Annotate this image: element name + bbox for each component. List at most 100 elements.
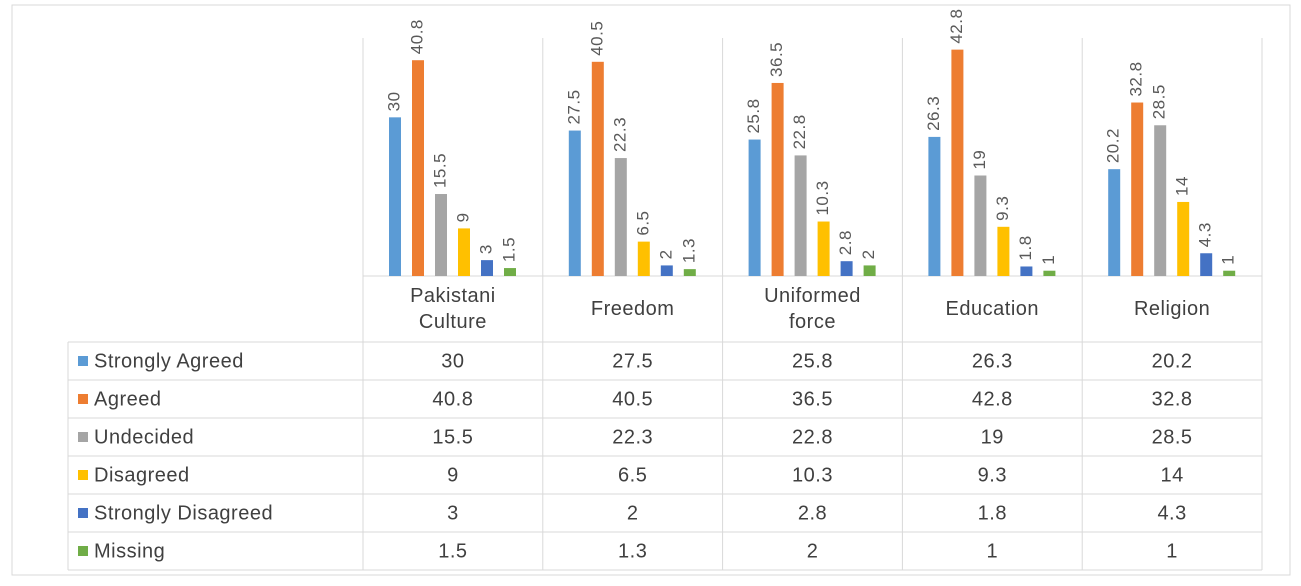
table-cell: 32.8: [1152, 388, 1193, 410]
data-label: 19: [970, 150, 989, 170]
data-label: 1.5: [499, 237, 518, 262]
table-cell: 22.8: [792, 426, 833, 448]
bar: [568, 130, 581, 276]
category-cell: Religion: [1133, 298, 1211, 320]
table-cell: 28.5: [1152, 426, 1193, 448]
bar: [683, 269, 696, 276]
bar: [1020, 266, 1033, 276]
data-label: 3: [476, 244, 495, 254]
bar: [412, 60, 424, 276]
data-label: 22.8: [790, 114, 809, 149]
bar: [863, 265, 876, 276]
legend-label: Strongly Agreed: [94, 350, 244, 372]
table-cell: 1.8: [978, 502, 1007, 524]
bar: [1108, 169, 1121, 276]
legend-swatch: [78, 432, 88, 442]
bar: [748, 139, 761, 276]
data-label: 27.5: [564, 89, 583, 124]
table-cell: 2: [627, 502, 639, 524]
bar: [794, 155, 807, 276]
data-label: 1: [1219, 255, 1238, 265]
table-cell: 40.5: [612, 388, 653, 410]
table-cell: 14: [1160, 464, 1183, 486]
bar: [481, 260, 493, 276]
data-label: 6.5: [633, 210, 652, 235]
data-label: 9: [453, 212, 472, 222]
bar: [591, 61, 604, 276]
table-cell: 6.5: [618, 464, 647, 486]
x-tick-label: Pakistani Culture: [410, 285, 496, 333]
table-cell: 9: [447, 464, 459, 486]
data-label: 32.8: [1127, 61, 1146, 96]
legend-swatch: [78, 356, 88, 366]
data-label: 22.3: [610, 117, 629, 152]
table-cell: 3: [447, 502, 459, 524]
bar: [771, 82, 784, 276]
data-label: 2: [859, 249, 878, 259]
bar: [1131, 102, 1144, 276]
table-cell: 1.5: [438, 540, 467, 562]
table-cell: 26.3: [972, 350, 1013, 372]
table-cell: 40.8: [432, 388, 473, 410]
category-cell: Education: [945, 298, 1040, 320]
bar: [1154, 125, 1167, 277]
data-label: 36.5: [767, 42, 786, 77]
table-cell: 19: [981, 426, 1004, 448]
bar: [389, 117, 401, 276]
bar: [974, 175, 987, 276]
legend-label: Strongly Disagreed: [94, 502, 273, 524]
data-label: 14: [1173, 176, 1192, 196]
chart-border: [11, 4, 1291, 576]
data-label: 1: [1039, 255, 1058, 265]
data-label: 26.3: [924, 96, 943, 131]
x-tick-label: Uniformed force: [764, 285, 861, 333]
data-label: 1.8: [1016, 235, 1035, 260]
bar: [997, 226, 1010, 276]
bar: [660, 265, 673, 276]
data-label: 40.5: [587, 21, 606, 56]
data-label: 4.3: [1196, 222, 1215, 247]
x-tick-label: Freedom: [590, 298, 675, 320]
bar: [817, 221, 830, 276]
bar: [1177, 201, 1190, 276]
legend-swatch: [78, 394, 88, 404]
table-cell: 30: [441, 350, 464, 372]
bar: [637, 241, 650, 276]
table-cell: 4.3: [1157, 502, 1186, 524]
bar: [1223, 270, 1236, 276]
bar: [504, 268, 516, 276]
data-label: 30: [384, 91, 403, 111]
x-tick-label: Education: [945, 298, 1040, 320]
bar: [1200, 253, 1213, 276]
table-cell: 2.8: [798, 502, 827, 524]
table-cell: 2: [807, 540, 819, 562]
table-cell: 42.8: [972, 388, 1013, 410]
data-label: 20.2: [1104, 128, 1123, 163]
data-label: 42.8: [947, 9, 966, 44]
bar: [458, 228, 470, 276]
data-label: 2.8: [836, 230, 855, 255]
data-label: 1.3: [679, 238, 698, 263]
legend-label: Disagreed: [94, 464, 190, 486]
category-cell: Pakistani Culture: [410, 285, 496, 333]
bar: [840, 261, 853, 276]
table-cell: 1.3: [618, 540, 647, 562]
data-label: 15.5: [430, 153, 449, 188]
x-tick-label: Religion: [1133, 298, 1211, 320]
category-cell: Uniformed force: [764, 285, 861, 333]
table-cell: 10.3: [792, 464, 833, 486]
data-label: 28.5: [1150, 84, 1169, 119]
data-label: 25.8: [744, 98, 763, 133]
table-cell: 25.8: [792, 350, 833, 372]
bar: [928, 136, 941, 276]
table-cell: 9.3: [978, 464, 1007, 486]
table-cell: 27.5: [612, 350, 653, 372]
table-cell: 22.3: [612, 426, 653, 448]
bar: [435, 194, 447, 276]
data-label: 9.3: [993, 196, 1012, 221]
legend-swatch: [78, 546, 88, 556]
table-cell: 36.5: [792, 388, 833, 410]
table-cell: 15.5: [432, 426, 473, 448]
table-cell: 1: [986, 540, 998, 562]
